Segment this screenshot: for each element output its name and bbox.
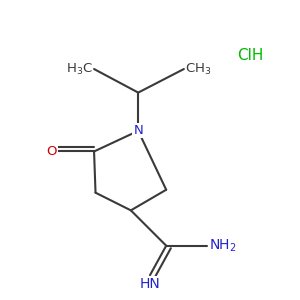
Text: HN: HN — [140, 277, 160, 291]
Text: N: N — [133, 124, 143, 137]
Text: ClH: ClH — [237, 48, 263, 63]
Text: H$_3$C: H$_3$C — [66, 61, 93, 76]
Text: CH$_3$: CH$_3$ — [185, 61, 212, 76]
Text: O: O — [46, 145, 57, 158]
Text: NH$_2$: NH$_2$ — [209, 238, 237, 254]
